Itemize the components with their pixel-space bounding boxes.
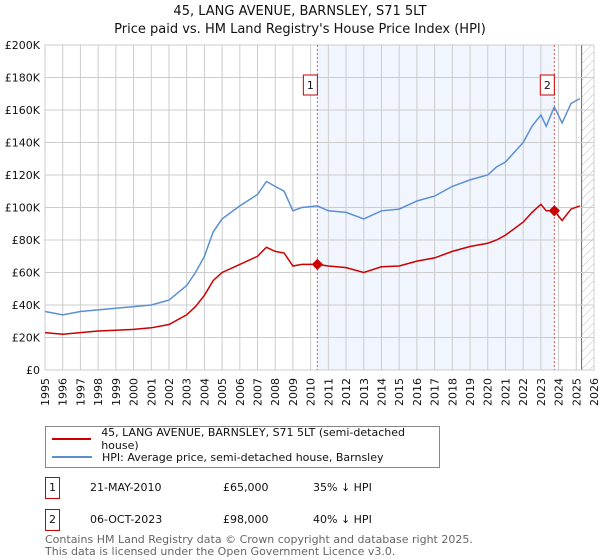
- x-tick-label: 2023: [535, 378, 548, 406]
- x-tick-label: 2013: [358, 378, 371, 406]
- transaction-date: 21-MAY-2010: [90, 481, 162, 494]
- x-tick-label: 2003: [181, 378, 194, 406]
- x-tick-label: 2001: [145, 378, 158, 406]
- chart-title: 45, LANG AVENUE, BARNSLEY, S71 5LT: [173, 4, 427, 19]
- x-tick-label: 1997: [74, 378, 87, 406]
- legend-swatch-red: [52, 438, 92, 440]
- x-tick-label: 2009: [287, 378, 300, 406]
- x-tick-label: 1999: [110, 378, 123, 406]
- annotation-label: 1: [307, 79, 314, 92]
- legend-swatch-blue: [52, 456, 92, 458]
- transaction-hpi-diff: 35% ↓ HPI: [313, 481, 372, 494]
- transaction-row: 2 06-OCT-2023 £98,000 40% ↓ HPI: [45, 509, 545, 531]
- x-tick-label: 2006: [234, 378, 247, 406]
- x-tick-label: 2015: [393, 378, 406, 406]
- x-tick-label: 2012: [340, 378, 353, 406]
- x-tick-label: 2005: [216, 378, 229, 406]
- transaction-row: 1 21-MAY-2010 £65,000 35% ↓ HPI: [45, 477, 545, 499]
- footer-copyright: Contains HM Land Registry data © Crown c…: [45, 533, 473, 546]
- x-tick-label: 1996: [57, 378, 70, 406]
- y-tick-label: £120K: [5, 169, 41, 182]
- y-tick-label: £60K: [12, 267, 41, 280]
- x-tick-label: 2024: [553, 378, 566, 406]
- transaction-price: £65,000: [223, 481, 269, 494]
- x-tick-label: 2004: [198, 378, 211, 406]
- price-chart: 1 2 1995 1996 1997 1998 1999 2000 2001 2002 2003 20…: [5, 39, 600, 406]
- footer: Contains HM Land Registry data © Crown c…: [45, 534, 595, 558]
- transaction-badge: 2: [45, 509, 60, 531]
- y-tick-label: £100K: [5, 202, 41, 215]
- x-tick-label: 2025: [570, 378, 583, 406]
- annotation-box: [302, 74, 318, 96]
- x-tick-label: 2010: [305, 378, 318, 406]
- x-tick-label: 2026: [588, 378, 600, 406]
- transaction-hpi-diff: 40% ↓ HPI: [313, 513, 372, 526]
- transaction-date: 06-OCT-2023: [90, 513, 163, 526]
- footer-licence: This data is licensed under the Open Gov…: [45, 545, 396, 558]
- x-tick-label: 2017: [429, 378, 442, 406]
- x-tick-label: 2007: [252, 378, 265, 406]
- x-tick-label: 2022: [517, 378, 530, 406]
- series-line: [44, 97, 581, 316]
- annotation-box: [539, 74, 555, 96]
- x-tick-label: 2008: [269, 378, 282, 406]
- y-tick-label: £80K: [12, 234, 41, 247]
- x-tick-label: 2014: [375, 378, 388, 406]
- y-tick-label: £40K: [12, 299, 41, 312]
- chart-subtitle: Price paid vs. HM Land Registry's House …: [114, 22, 486, 37]
- x-tick-label: 2020: [482, 378, 495, 406]
- x-tick-label: 1998: [92, 378, 105, 406]
- x-tick-label: 2018: [446, 378, 459, 406]
- y-tick-label: £180K: [5, 72, 41, 85]
- y-tick-label: £160K: [5, 104, 41, 117]
- annotation-label: 2: [544, 79, 551, 92]
- chart-legend: 45, LANG AVENUE, BARNSLEY, S71 5LT (semi…: [45, 426, 440, 468]
- x-tick-label: 2011: [322, 378, 335, 406]
- transaction-price: £98,000: [223, 513, 269, 526]
- legend-label: HPI: Average price, semi-detached house,…: [102, 450, 384, 464]
- x-tick-label: 2016: [411, 378, 424, 406]
- sale-point: [548, 205, 560, 217]
- transaction-badge: 1: [45, 477, 60, 499]
- x-tick-label: 2019: [464, 378, 477, 406]
- x-tick-label: 1995: [39, 378, 52, 406]
- x-tick-label: 2000: [128, 378, 141, 406]
- sale-point: [311, 258, 324, 271]
- y-tick-label: £0: [26, 364, 40, 377]
- legend-item-property: 45, LANG AVENUE, BARNSLEY, S71 5LT (semi…: [52, 426, 439, 452]
- y-tick-label: £20K: [12, 332, 41, 345]
- x-tick-label: 2002: [163, 378, 176, 406]
- legend-label: 45, LANG AVENUE, BARNSLEY, S71 5LT (semi…: [101, 426, 405, 452]
- x-tick-label: 2021: [499, 378, 512, 406]
- legend-item-hpi: HPI: Average price, semi-detached house,…: [52, 449, 384, 465]
- y-tick-label: £200K: [5, 39, 41, 52]
- y-tick-label: £140K: [5, 137, 41, 150]
